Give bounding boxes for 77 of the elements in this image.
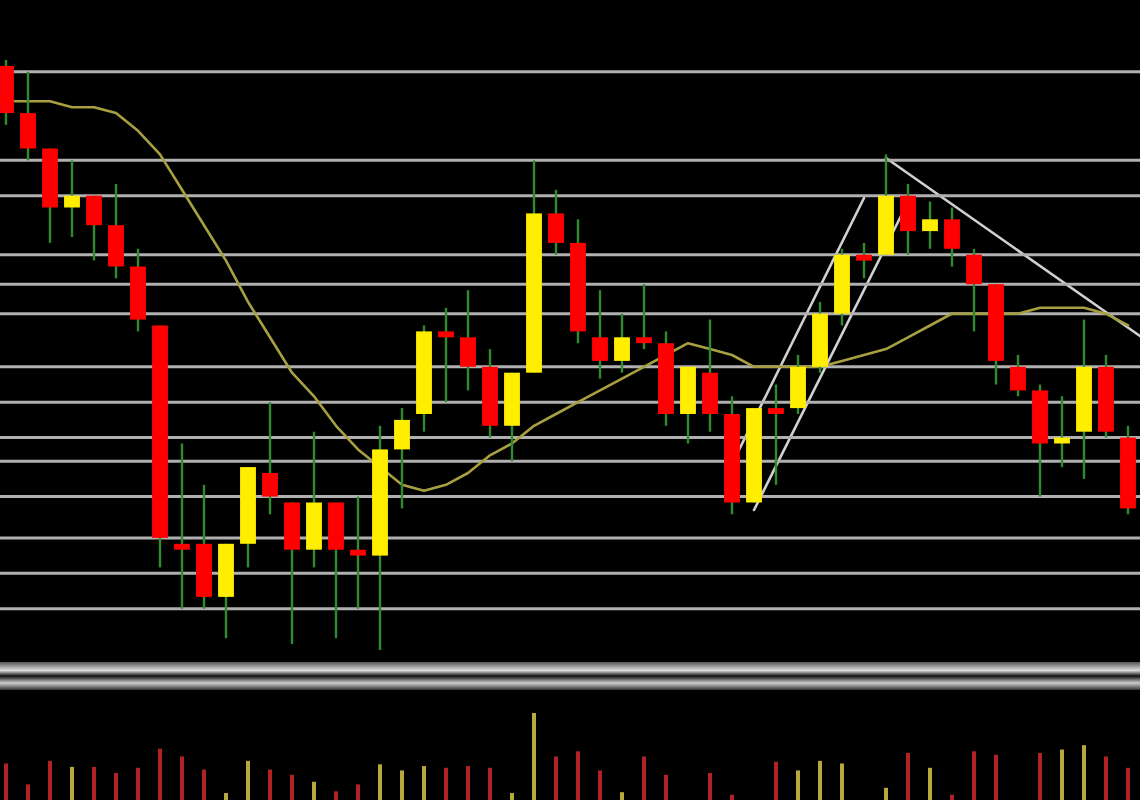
candlestick	[944, 206, 960, 268]
bar	[136, 767, 140, 800]
bar	[422, 766, 426, 800]
candlestick	[548, 188, 564, 256]
candlestick	[614, 312, 630, 374]
candlestick	[856, 241, 872, 280]
candlestick	[460, 288, 476, 392]
candlestick	[966, 247, 982, 333]
bar	[532, 713, 536, 800]
candlestick	[64, 159, 80, 239]
bar	[378, 764, 382, 800]
bar	[312, 781, 316, 800]
bar	[488, 767, 492, 800]
candlestick	[306, 430, 322, 569]
bar	[950, 794, 954, 800]
candlestick	[86, 194, 102, 262]
bar	[92, 766, 96, 800]
candlestick	[20, 70, 36, 162]
bar	[70, 766, 74, 800]
candlestick	[636, 283, 652, 351]
bar	[598, 770, 602, 800]
bar	[642, 756, 646, 800]
bar	[884, 787, 888, 800]
candlestick	[394, 406, 410, 510]
bar	[708, 773, 712, 800]
bar	[268, 769, 272, 800]
candlestick	[592, 288, 608, 380]
candlestick	[350, 495, 366, 610]
candlestick	[922, 200, 938, 250]
bar	[730, 794, 734, 800]
candlestick	[900, 182, 916, 256]
bar	[246, 760, 250, 800]
candlestick	[680, 365, 696, 445]
bar	[202, 769, 206, 800]
bar	[4, 763, 8, 800]
bar	[180, 756, 184, 800]
bar	[1126, 767, 1130, 800]
candlestick	[262, 401, 278, 516]
bar	[48, 760, 52, 800]
bar	[224, 793, 228, 800]
bar	[620, 792, 624, 800]
candlestick	[1010, 353, 1026, 398]
bar	[972, 751, 976, 800]
bar	[158, 748, 162, 800]
bar	[906, 753, 910, 800]
bar	[928, 767, 932, 800]
candlestick	[702, 318, 718, 433]
bar	[1082, 745, 1086, 800]
bar	[400, 770, 404, 800]
bar	[334, 791, 338, 800]
bar	[554, 756, 558, 800]
bar	[1060, 749, 1064, 800]
candlestick	[768, 383, 784, 486]
candlestick	[1054, 395, 1070, 469]
bar	[664, 774, 668, 800]
bar	[1038, 753, 1042, 800]
bar	[290, 774, 294, 800]
candlestick	[108, 182, 124, 280]
bar	[510, 793, 514, 800]
candlestick	[174, 442, 190, 610]
candlestick	[790, 353, 806, 416]
bar	[356, 784, 360, 800]
candlestick	[0, 58, 14, 127]
bar	[818, 760, 822, 800]
bar	[114, 773, 118, 800]
bar	[840, 763, 844, 800]
candlestick	[284, 501, 300, 646]
bar	[26, 784, 30, 800]
candlestick	[438, 306, 454, 404]
bar	[576, 751, 580, 800]
candlestick	[328, 501, 344, 640]
bar	[796, 770, 800, 800]
bar	[774, 761, 778, 800]
bar	[466, 766, 470, 800]
bar	[994, 754, 998, 800]
bar	[1104, 756, 1108, 800]
bar	[444, 767, 448, 800]
